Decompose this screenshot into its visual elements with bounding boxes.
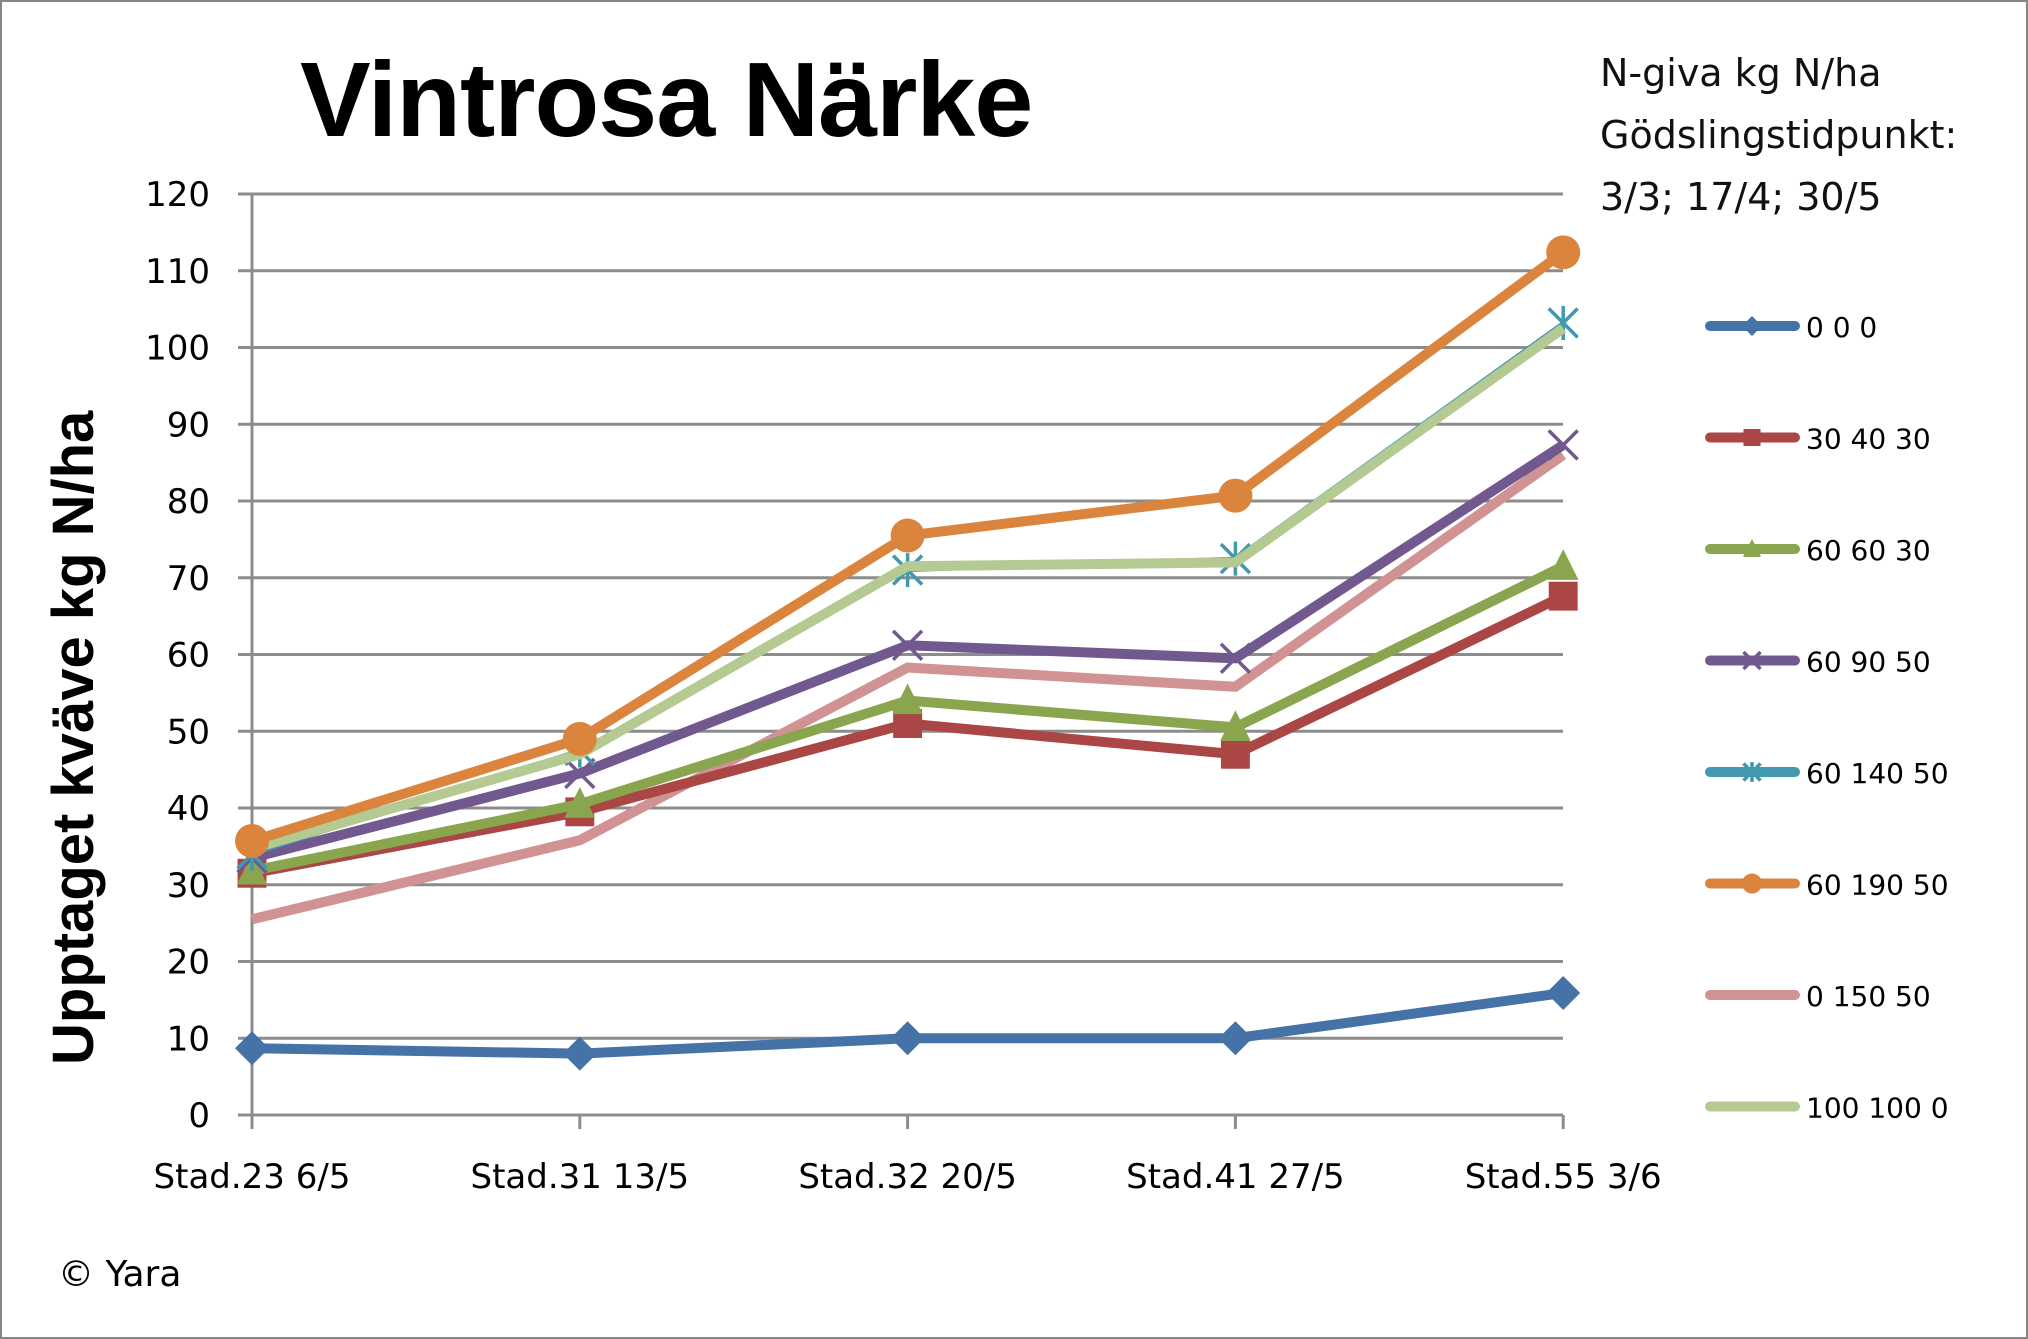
diamond-marker [235, 1031, 269, 1066]
circle-marker [562, 721, 597, 756]
y-tick-label: 20 [167, 943, 210, 983]
x-marker [564, 757, 596, 790]
legend-item: 0 150 50 [1705, 980, 1931, 1013]
x-marker [1742, 650, 1762, 671]
y-tick-label: 10 [167, 1019, 210, 1059]
y-tick-label: 120 [145, 175, 210, 215]
y-tick-label: 50 [167, 712, 210, 752]
series-0-150-50 [250, 450, 1567, 925]
legend-item: 60 190 50 [1705, 869, 1949, 902]
legend-label: 30 40 30 [1806, 423, 1931, 456]
legend-item: 60 60 30 [1705, 534, 1931, 567]
square-marker [1220, 739, 1250, 769]
legend-label: 60 90 50 [1806, 646, 1931, 679]
legend-item: 0 0 0 [1705, 311, 1877, 344]
x-tick-label: Stad.55 3/6 [1465, 1157, 1662, 1197]
chart-title: Vintrosa Närke [300, 41, 1033, 159]
triangle-marker [1743, 539, 1761, 557]
diamond-marker [562, 1036, 597, 1071]
legend-label: 0 150 50 [1806, 980, 1931, 1013]
square-marker [1743, 429, 1761, 446]
circle-marker [235, 824, 269, 859]
note-line-1: N-giva kg N/ha [1600, 51, 1882, 95]
y-tick-label: 90 [167, 405, 210, 445]
series-line [250, 324, 1567, 854]
legend-item: 60 140 50 [1705, 757, 1949, 790]
legend-label: 60 140 50 [1806, 757, 1949, 790]
x-marker [891, 629, 924, 661]
legend-label: 100 100 0 [1806, 1092, 1949, 1125]
series-60-190-50 [235, 235, 1581, 859]
gridlines [238, 192, 1563, 1117]
copyright: © Yara [58, 1254, 182, 1295]
x-tick-label: Stad.32 20/5 [798, 1157, 1017, 1197]
y-tick-label: 0 [188, 1096, 210, 1136]
series-0-0-0 [235, 975, 1581, 1071]
note-line-3: 3/3; 17/4; 30/5 [1600, 175, 1882, 219]
circle-marker [1546, 235, 1581, 270]
series-100-100-0 [250, 324, 1567, 854]
legend-item: 60 90 50 [1705, 646, 1931, 679]
series-60-90-50 [236, 429, 1579, 874]
legend-label: 0 0 0 [1806, 311, 1877, 344]
x-tick-label: Stad.23 6/5 [154, 1157, 351, 1197]
triangle-marker [1220, 710, 1251, 742]
legend-note: N-giva kg N/ha Gödslingstidpunkt: 3/3; 1… [1600, 42, 1957, 228]
diamond-marker [1742, 316, 1762, 336]
y-tick-label: 70 [167, 559, 210, 599]
x-tick-label: Stad.31 13/5 [471, 1157, 690, 1197]
legend: 0 0 0 30 40 30 60 60 30 60 90 50 60 140 50 60… [1705, 311, 1949, 1125]
axes: 0 10 20 30 40 50 60 70 80 90 100 110 120 Stad.23 6/5 S… [145, 175, 1662, 1197]
triangle-marker [1547, 549, 1579, 580]
square-marker [1548, 581, 1578, 611]
triangle-marker [564, 787, 596, 818]
y-tick-label: 100 [145, 329, 210, 369]
legend-item: 30 40 30 [1705, 423, 1931, 456]
y-tick-label: 60 [167, 636, 210, 676]
series-line [250, 450, 1567, 925]
series-30-40-30 [237, 581, 1578, 888]
y-tick-label: 110 [145, 252, 210, 292]
series-lines [235, 235, 1581, 1071]
y-tick-label: 30 [167, 866, 210, 906]
note-line-2: Gödslingstidpunkt: [1600, 113, 1958, 157]
y-tick-label: 80 [167, 482, 210, 522]
legend-label: 60 190 50 [1806, 869, 1949, 902]
legend-item: 100 100 0 [1705, 1092, 1949, 1125]
diamond-marker [890, 1021, 925, 1056]
circle-marker [1742, 873, 1762, 894]
legend-label: 60 60 30 [1806, 534, 1931, 567]
x-marker [1219, 642, 1252, 675]
x-tick-label: Stad.41 27/5 [1126, 1157, 1345, 1197]
diamond-marker [1546, 975, 1581, 1010]
circle-marker [1218, 478, 1253, 513]
diamond-marker [1218, 1021, 1253, 1056]
circle-marker [890, 518, 925, 553]
triangle-marker [892, 683, 923, 715]
x-marker [1547, 429, 1579, 461]
star-marker [1742, 762, 1762, 782]
y-tick-label: 40 [167, 789, 210, 829]
